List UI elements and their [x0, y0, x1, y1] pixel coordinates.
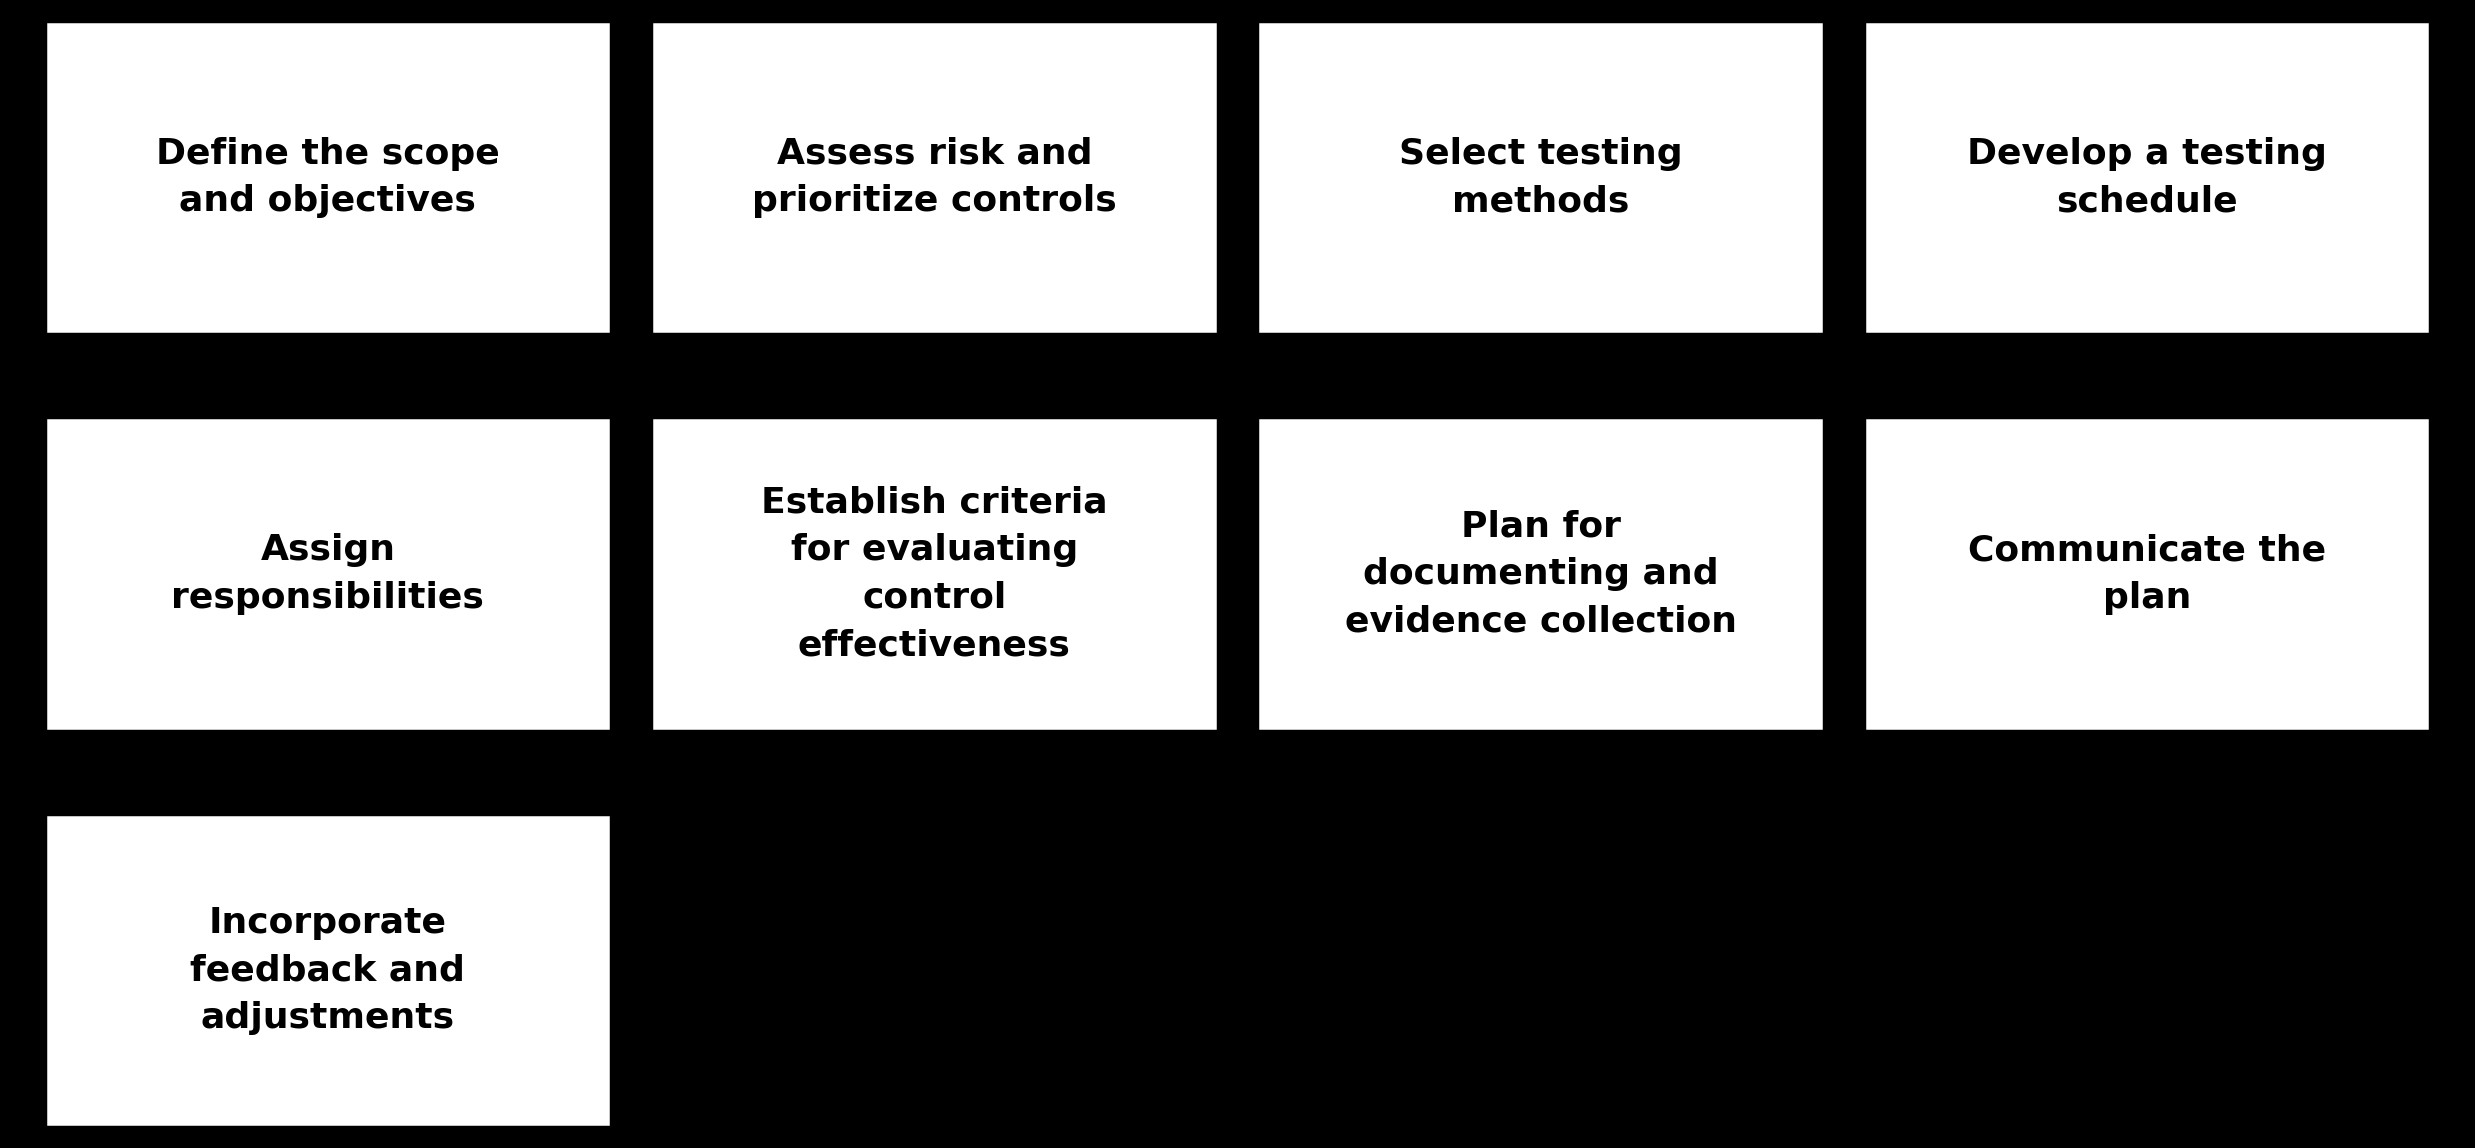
Text: Plan for
documenting and
evidence collection: Plan for documenting and evidence collec… — [1344, 510, 1737, 638]
Text: Define the scope
and objectives: Define the scope and objectives — [156, 137, 500, 218]
FancyBboxPatch shape — [1257, 21, 1824, 334]
Text: Communicate the
plan: Communicate the plan — [1968, 534, 2326, 614]
FancyBboxPatch shape — [1864, 21, 2430, 334]
Text: Establish criteria
for evaluating
control
effectiveness: Establish criteria for evaluating contro… — [760, 486, 1109, 662]
Text: Assign
responsibilities: Assign responsibilities — [171, 534, 485, 614]
FancyBboxPatch shape — [45, 21, 611, 334]
FancyBboxPatch shape — [1864, 417, 2430, 731]
Text: Develop a testing
schedule: Develop a testing schedule — [1968, 137, 2326, 218]
Text: Select testing
methods: Select testing methods — [1398, 137, 1683, 218]
FancyBboxPatch shape — [1257, 417, 1824, 731]
Text: Incorporate
feedback and
adjustments: Incorporate feedback and adjustments — [191, 906, 465, 1035]
FancyBboxPatch shape — [651, 417, 1218, 731]
FancyBboxPatch shape — [651, 21, 1218, 334]
FancyBboxPatch shape — [45, 814, 611, 1127]
Text: Assess risk and
prioritize controls: Assess risk and prioritize controls — [752, 137, 1116, 218]
FancyBboxPatch shape — [45, 417, 611, 731]
